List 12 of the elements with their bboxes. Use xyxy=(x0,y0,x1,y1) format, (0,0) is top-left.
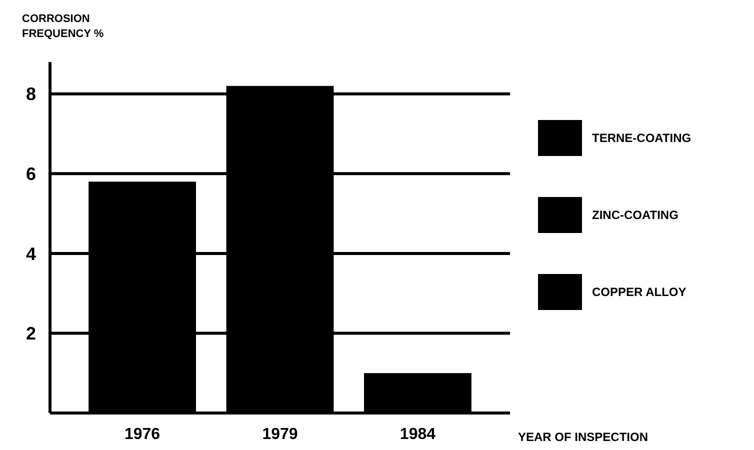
x-axis-title: YEAR OF INSPECTION xyxy=(518,430,648,444)
legend-label: ZINC-COATING xyxy=(592,208,678,222)
y-tick-label: 2 xyxy=(26,324,36,344)
y-tick-label: 6 xyxy=(26,164,36,184)
x-tick-label: 1979 xyxy=(262,426,298,443)
text: TERNE-COATING xyxy=(592,131,692,146)
y-axis-title: CORROSION FREQUENCY % xyxy=(22,13,104,40)
y-tick-label: 8 xyxy=(26,84,36,104)
y-tick-label: 4 xyxy=(26,244,36,264)
x-tick-label: 1976 xyxy=(124,426,160,443)
legend-label: COPPER ALLOY xyxy=(592,285,686,300)
x-tick-label: 1984 xyxy=(400,426,436,443)
